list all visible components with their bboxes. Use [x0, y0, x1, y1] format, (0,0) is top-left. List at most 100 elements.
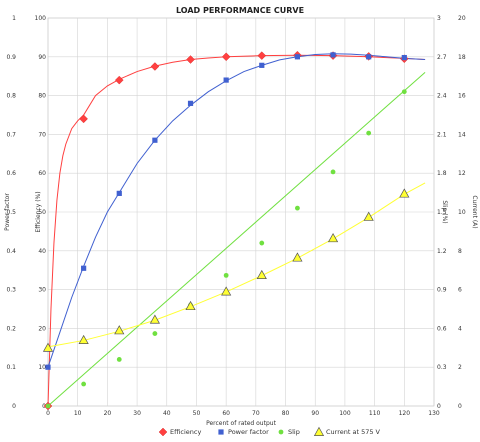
- y-tick-label-slip: 1.5: [437, 209, 447, 216]
- x-tick-label: 50: [193, 410, 201, 417]
- y-tick-label-efficiency: 10: [38, 364, 46, 371]
- data-point-square: [152, 137, 158, 143]
- data-point-circle: [223, 272, 229, 278]
- x-tick-label: 80: [282, 410, 290, 417]
- series-markers: [42, 50, 410, 411]
- data-point-square: [330, 52, 336, 58]
- x-tick-label: 90: [311, 410, 319, 417]
- data-point-triangle: [399, 188, 410, 198]
- y-tick-label-slip: 2.4: [437, 93, 447, 100]
- x-tick-label: 30: [133, 410, 141, 417]
- y-tick-label-efficiency: 20: [38, 325, 46, 332]
- legend: Efficiency Power factor Slip Current at 575…: [158, 426, 381, 437]
- data-point-diamond: [257, 51, 267, 60]
- y-tick-label-power-factor: 0.2: [6, 325, 16, 332]
- y-tick-label-power-factor: 0.3: [6, 287, 16, 294]
- data-point-triangle: [292, 252, 303, 262]
- y-tick-label-efficiency: 80: [38, 93, 46, 100]
- data-point-circle: [152, 331, 158, 336]
- series-line-triangle: [47, 182, 426, 348]
- x-axis-title: Percent of rated output: [206, 420, 277, 427]
- data-point-diamond: [114, 75, 124, 85]
- data-point-diamond: [79, 114, 88, 124]
- x-tick-label: 40: [163, 410, 171, 417]
- data-point-circle: [81, 381, 87, 387]
- data-point-triangle: [42, 342, 54, 352]
- y-tick-label-slip: 3: [437, 15, 441, 22]
- series-line-square: [47, 53, 426, 368]
- y-tick-label-current: 2: [458, 364, 462, 371]
- y-tick-label-current: 4: [458, 325, 462, 332]
- y-tick-label-current: 18: [458, 54, 466, 61]
- y-tick-label-efficiency: 30: [38, 287, 46, 294]
- y-tick-label-current: 10: [458, 209, 466, 216]
- legend-marker-diamond: [158, 427, 168, 437]
- data-point-circle: [259, 240, 265, 246]
- data-point-diamond: [221, 52, 231, 62]
- data-point-triangle: [256, 269, 267, 279]
- y-tick-label-slip: 0.9: [437, 287, 447, 294]
- data-point-diamond: [186, 55, 195, 64]
- y-axis-title-power-factor: Power factor: [4, 193, 11, 231]
- data-point-triangle: [327, 232, 339, 243]
- data-point-square: [223, 77, 229, 83]
- y-tick-label-slip: 1.2: [437, 248, 447, 255]
- y-tick-label-power-factor: 0.9: [6, 54, 16, 61]
- x-tick-label: 120: [399, 410, 411, 417]
- y-tick-label-current: 0: [458, 403, 462, 410]
- y-tick-label-current: 20: [458, 15, 466, 22]
- y-tick-label-slip: 2.7: [437, 54, 447, 61]
- y-tick-label-power-factor: 0.5: [6, 209, 16, 216]
- data-point-circle: [295, 205, 300, 211]
- y-tick-label-current: 16: [458, 93, 466, 100]
- legend-marker-square: [218, 429, 224, 435]
- data-point-triangle: [185, 300, 196, 311]
- y-tick-label-efficiency: 70: [38, 131, 46, 138]
- y-tick-label-power-factor: 1: [12, 15, 16, 22]
- data-point-triangle: [363, 211, 374, 221]
- data-point-circle: [366, 130, 372, 136]
- y-tick-label-slip: 1.8: [437, 170, 447, 177]
- data-point-triangle: [221, 286, 232, 296]
- x-tick-label: 70: [252, 410, 260, 417]
- legend-label: Current at 575 V: [326, 428, 381, 436]
- y-axis-title-slip: Slip (%): [441, 200, 448, 223]
- data-point-circle: [116, 357, 122, 362]
- data-point-triangle: [78, 334, 89, 344]
- data-point-square: [259, 62, 265, 68]
- y-tick-label-slip: 2.1: [437, 131, 447, 138]
- legend-label: Power factor: [228, 428, 269, 436]
- y-tick-label-current: 8: [458, 248, 462, 255]
- y-tick-label-power-factor: 0: [12, 403, 16, 410]
- x-tick-label: 100: [339, 410, 351, 417]
- y-tick-label-slip: 0.3: [437, 364, 447, 371]
- x-tick-label: 130: [428, 410, 440, 417]
- data-point-square: [81, 265, 87, 271]
- data-point-square: [187, 100, 194, 106]
- x-tick-label: 20: [104, 410, 112, 417]
- data-point-triangle: [149, 314, 160, 324]
- data-point-circle: [330, 169, 336, 175]
- data-point-square: [294, 54, 301, 60]
- data-point-diamond: [150, 62, 160, 71]
- legend-marker-triangle: [313, 426, 325, 436]
- x-tick-label: 0: [46, 410, 50, 417]
- data-point-square: [116, 190, 122, 196]
- y-tick-label-efficiency: 100: [35, 15, 47, 22]
- y-tick-label-efficiency: 60: [38, 170, 46, 177]
- x-tick-label: 10: [74, 410, 82, 417]
- axis-ticks: 0 10 20 30 40 50 60 70 80 90 100 110 120 13000.10.20.…: [6, 15, 465, 417]
- data-point-square: [366, 54, 372, 60]
- y-axis-title-efficiency: Efficiency (%): [35, 191, 42, 232]
- y-tick-label-efficiency: 90: [38, 54, 46, 61]
- y-tick-label-current: 12: [458, 170, 466, 177]
- data-point-circle: [45, 403, 51, 409]
- y-tick-label-efficiency: 40: [38, 248, 46, 255]
- y-tick-label-current: 14: [458, 131, 466, 138]
- data-point-square: [401, 54, 407, 61]
- data-point-triangle: [114, 325, 125, 335]
- y-tick-label-power-factor: 0.6: [6, 170, 16, 177]
- legend-label: Slip: [288, 428, 300, 436]
- y-tick-label-power-factor: 0.8: [6, 93, 16, 100]
